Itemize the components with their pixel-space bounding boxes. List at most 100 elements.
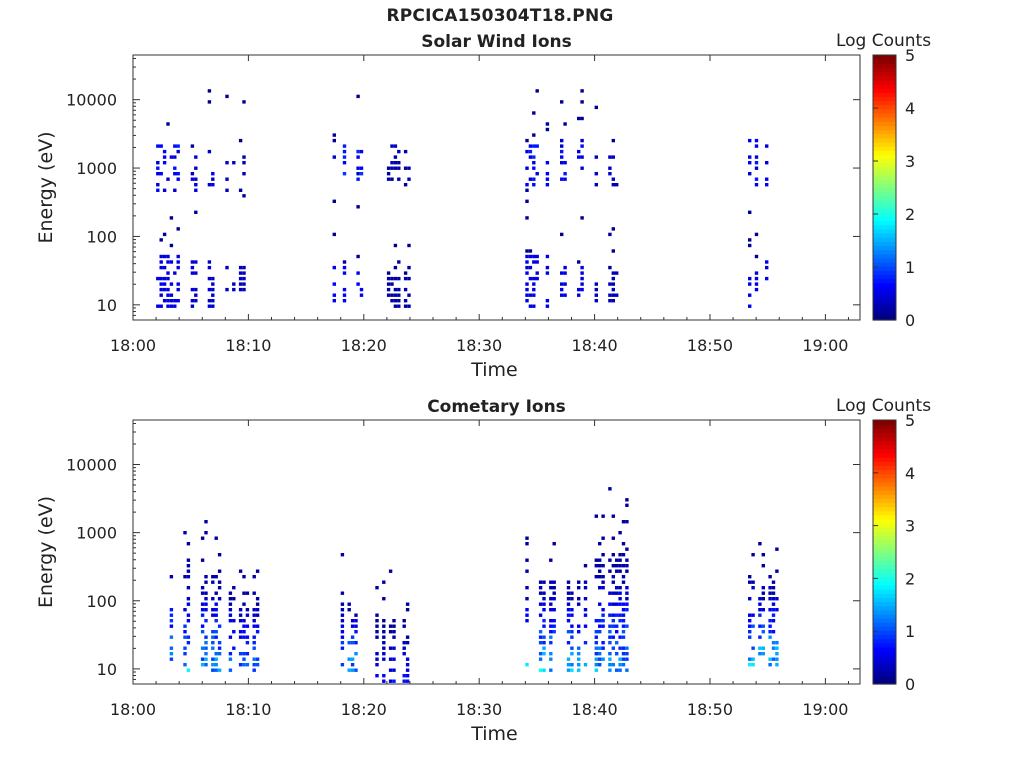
data-cell xyxy=(580,138,584,143)
colorbar-segment xyxy=(873,428,896,433)
x-tick-label: 18:20 xyxy=(341,336,387,355)
data-cell xyxy=(611,591,615,595)
data-cell xyxy=(618,646,622,650)
data-cell xyxy=(552,597,556,601)
data-cell xyxy=(771,657,776,661)
data-cell xyxy=(204,597,208,601)
data-cell xyxy=(542,646,546,650)
data-cell xyxy=(186,635,191,639)
data-cell xyxy=(211,287,215,292)
data-cell xyxy=(618,558,622,562)
data-cell xyxy=(598,575,602,579)
data-cell xyxy=(238,635,243,639)
x-tick-label: 18:10 xyxy=(225,700,271,719)
data-cell xyxy=(382,597,386,601)
data-cell xyxy=(255,613,260,617)
data-cell xyxy=(332,282,336,286)
data-cell xyxy=(538,613,543,617)
colorbar-segment xyxy=(873,75,896,81)
data-cell xyxy=(594,293,598,297)
data-cell xyxy=(228,619,233,623)
colorbar-segment xyxy=(873,494,896,499)
data-cell xyxy=(217,652,222,656)
colorbar-segment xyxy=(873,253,896,259)
data-cell xyxy=(542,602,546,606)
data-cell xyxy=(625,646,629,650)
data-cell xyxy=(768,635,772,639)
data-cell xyxy=(570,630,574,634)
colorbar-segment xyxy=(873,315,896,321)
data-cell xyxy=(393,287,398,292)
data-cell xyxy=(611,287,615,292)
data-cell xyxy=(166,293,170,297)
data-cell xyxy=(566,657,571,661)
data-cell xyxy=(618,657,622,661)
colorbar-segment xyxy=(873,609,896,615)
colorbar-segment xyxy=(873,266,896,271)
data-cell xyxy=(252,591,256,595)
data-cell xyxy=(560,271,564,275)
colorbar-frame xyxy=(872,419,897,685)
data-cell xyxy=(392,630,396,634)
data-cell xyxy=(340,624,345,628)
data-cell xyxy=(525,586,529,590)
data-cell xyxy=(238,613,243,617)
colorbar-segment xyxy=(873,605,896,611)
data-cell xyxy=(771,580,776,584)
colorbar-tick-label: 2 xyxy=(905,569,915,588)
colorbar-segment xyxy=(873,543,896,549)
data-cell xyxy=(615,558,619,562)
data-cell xyxy=(549,619,553,623)
data-cell xyxy=(211,282,215,286)
data-cell xyxy=(388,646,393,650)
data-cell xyxy=(552,624,556,628)
data-cell xyxy=(382,641,386,645)
data-cell xyxy=(751,663,755,667)
colorbar-segment xyxy=(873,162,896,168)
data-cell xyxy=(761,564,765,568)
data-cell xyxy=(560,100,564,104)
data-cell xyxy=(169,657,174,661)
data-cell xyxy=(525,265,529,270)
data-cell xyxy=(525,249,529,253)
data-cell xyxy=(535,172,539,176)
data-cell xyxy=(350,619,355,623)
data-cell xyxy=(525,271,529,275)
data-cell xyxy=(397,287,401,292)
data-cell xyxy=(211,630,215,634)
colorbar-segment xyxy=(873,539,896,545)
colorbar-segment xyxy=(873,112,896,118)
data-cell xyxy=(214,630,218,634)
x-tick-label: 18:50 xyxy=(687,336,733,355)
data-cell xyxy=(621,520,626,524)
data-cell xyxy=(771,591,776,595)
data-cell xyxy=(332,293,336,297)
data-cell xyxy=(211,597,215,601)
data-cell xyxy=(601,657,605,661)
data-cell xyxy=(594,668,598,672)
data-cell xyxy=(615,630,619,634)
data-cell xyxy=(176,282,180,286)
data-cell xyxy=(183,652,187,656)
colorbar-tick-label: 3 xyxy=(905,517,915,536)
data-cell xyxy=(525,254,529,259)
data-cell xyxy=(748,619,752,623)
data-cell xyxy=(594,657,598,661)
data-cell xyxy=(186,575,191,579)
x-tick-label: 18:40 xyxy=(572,336,618,355)
data-cell xyxy=(169,575,174,579)
data-cell xyxy=(402,652,406,656)
data-cell xyxy=(386,276,391,281)
data-cell xyxy=(545,183,550,187)
data-cell xyxy=(625,657,629,661)
data-cell xyxy=(751,646,755,650)
colorbar-segment xyxy=(873,444,896,450)
data-cell xyxy=(577,646,581,650)
data-cell xyxy=(190,287,195,292)
data-cell xyxy=(549,630,553,634)
data-cell xyxy=(601,580,605,584)
data-cell xyxy=(625,652,629,656)
data-cell xyxy=(549,602,553,606)
data-cell xyxy=(388,569,393,573)
data-cell xyxy=(542,624,546,628)
